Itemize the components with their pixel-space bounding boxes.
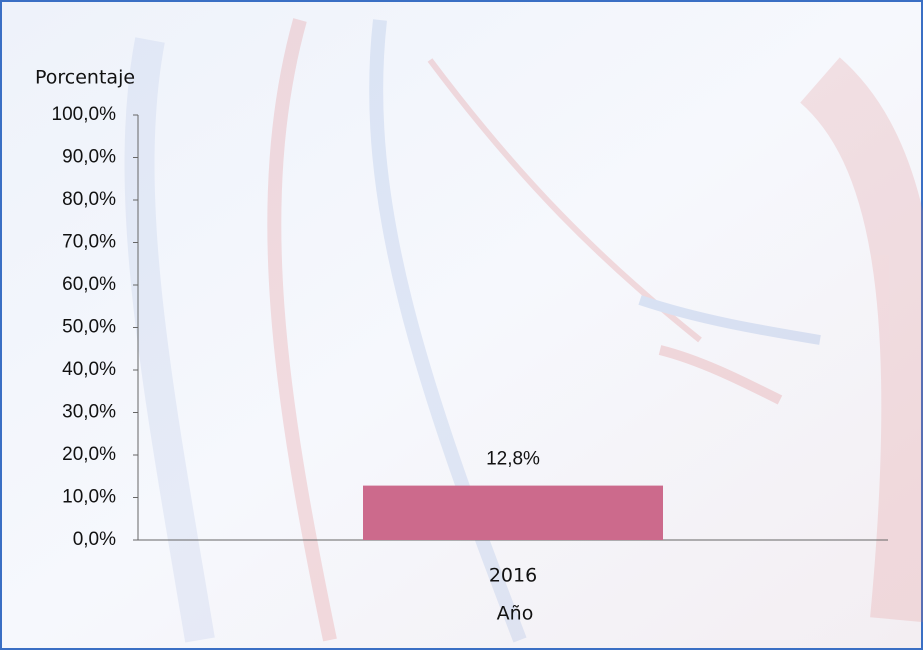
x-axis-label: Año [497, 603, 534, 625]
y-tick-label: 60,0% [62, 274, 116, 295]
x-tick-label: 2016 [489, 565, 537, 587]
y-tick-label: 70,0% [62, 232, 116, 253]
y-tick-label: 80,0% [62, 189, 116, 210]
y-tick-label: 30,0% [62, 402, 116, 423]
y-tick-label: 90,0% [62, 147, 116, 168]
bar [363, 486, 663, 540]
y-tick-label: 50,0% [62, 317, 116, 338]
y-tick-label: 100,0% [52, 104, 117, 125]
data-label: 12,8% [486, 449, 540, 470]
y-tick-label: 0,0% [73, 529, 116, 550]
y-tick-label: 10,0% [62, 487, 116, 508]
chart: Porcentaje Año 0,0% 10,0% 20,0% 30,0% 40,0% 5… [0, 0, 923, 650]
y-axis-label: Porcentaje [35, 67, 135, 89]
y-tick-label: 20,0% [62, 444, 116, 465]
y-tick-label: 40,0% [62, 359, 116, 380]
